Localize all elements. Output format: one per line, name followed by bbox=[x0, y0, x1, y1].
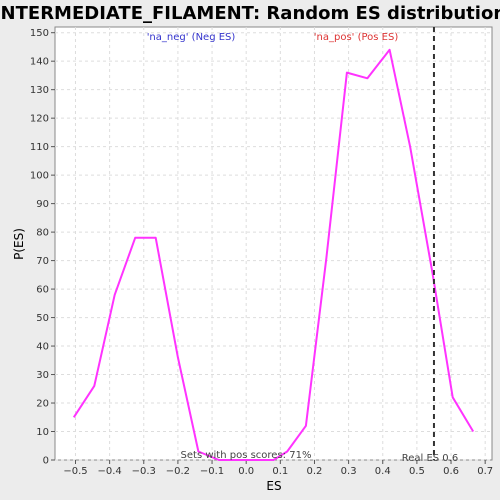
x-tick-label: 0.2 bbox=[307, 466, 323, 477]
y-tick-label: 20 bbox=[36, 399, 49, 410]
x-tick-label: 0.5 bbox=[409, 466, 425, 477]
x-tick-label: −0.4 bbox=[97, 466, 121, 477]
x-tick-label: 0.3 bbox=[341, 466, 357, 477]
y-tick-label: 70 bbox=[36, 256, 49, 267]
real-es-label: Real ES 0.6 bbox=[402, 453, 458, 464]
x-axis: −0.5 −0.4 −0.3 −0.2 −0.1 0.0 0.1 0.2 0.3 0.4 0.5 0.… bbox=[63, 460, 493, 477]
y-axis: 0 10 20 30 40 50 60 70 80 90 100 110 120 130 140 150 bbox=[30, 28, 55, 467]
grid bbox=[55, 27, 492, 461]
x-tick-label: −0.5 bbox=[63, 466, 87, 477]
x-tick-label: 0.7 bbox=[477, 466, 493, 477]
x-tick-label: 0.0 bbox=[238, 466, 254, 477]
x-tick-label: 0.1 bbox=[272, 466, 288, 477]
y-tick-label: 100 bbox=[30, 171, 49, 182]
y-tick-label: 0 bbox=[43, 456, 49, 467]
y-tick-label: 140 bbox=[30, 57, 49, 68]
plot-area bbox=[54, 26, 493, 461]
neg-es-annotation: 'na_neg' (Neg ES) bbox=[147, 32, 236, 43]
distribution-line bbox=[72, 48, 475, 461]
y-tick-label: 10 bbox=[36, 427, 49, 438]
y-tick-label: 50 bbox=[36, 313, 49, 324]
series-layer bbox=[72, 48, 475, 461]
y-tick-label: 90 bbox=[36, 199, 49, 210]
y-tick-label: 40 bbox=[36, 342, 49, 353]
y-tick-label: 130 bbox=[30, 85, 49, 96]
x-tick-label: −0.3 bbox=[132, 466, 156, 477]
x-tick-label: 0.4 bbox=[375, 466, 391, 477]
x-tick-label: 0.6 bbox=[443, 466, 459, 477]
y-tick-label: 150 bbox=[30, 28, 49, 39]
x-tick-label: −0.2 bbox=[166, 466, 190, 477]
y-tick-label: 60 bbox=[36, 285, 49, 296]
x-tick-label: −0.1 bbox=[200, 466, 224, 477]
pos-es-annotation: 'na_pos' (Pos ES) bbox=[314, 32, 399, 43]
sets-with-pos-scores-note: Sets with pos scores: 71% bbox=[181, 450, 312, 461]
x-axis-label: ES bbox=[266, 479, 281, 493]
y-tick-label: 110 bbox=[30, 142, 49, 153]
y-tick-label: 30 bbox=[36, 370, 49, 381]
y-tick-label: 80 bbox=[36, 228, 49, 239]
y-axis-label: P(ES) bbox=[12, 228, 26, 260]
y-tick-label: 120 bbox=[30, 114, 49, 125]
chart-title: INTERMEDIATE_FILAMENT: Random ES distrib… bbox=[0, 3, 500, 24]
